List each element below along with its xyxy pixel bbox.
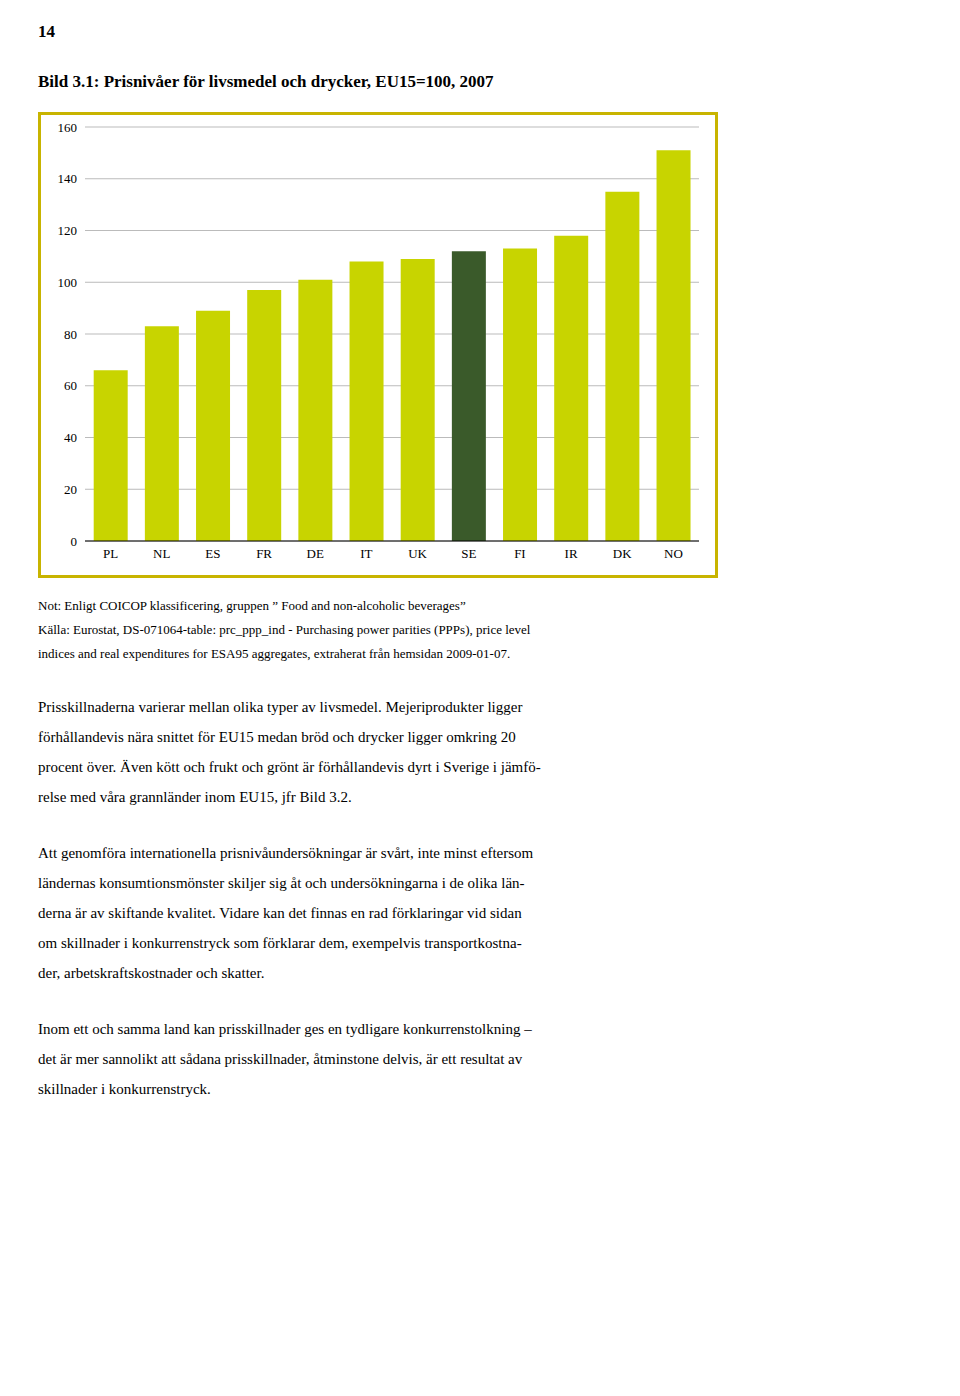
svg-text:FI: FI [514, 546, 526, 561]
html-text:Att genomföra internationella: Att genomföra internationella prisnivåun… [38, 845, 534, 861]
html-text:Bild 3.1: Prisnivåer för livsm: Bild 3.1: Prisnivåer för livsmedel och d… [38, 72, 494, 91]
svg-text:DK: DK [613, 546, 632, 561]
html-text:ländernas konsumtionsmönster s: ländernas konsumtionsmönster skiljer sig… [38, 875, 525, 891]
svg-text:120: 120 [58, 223, 78, 238]
html-text:indices and real expenditures: indices and real expenditures for ESA95 … [38, 646, 511, 661]
svg-text:SE: SE [461, 546, 476, 561]
svg-text:ES: ES [205, 546, 220, 561]
svg-text:PL: PL [103, 546, 118, 561]
html-text:relse med våra grannländer ino: relse med våra grannländer inom EU15, jf… [38, 789, 352, 805]
html-text:det är mer sannolikt att sådan: det är mer sannolikt att sådana prisskil… [38, 1051, 523, 1067]
html-text:derna är av skiftande kvalitet: derna är av skiftande kvalitet. Vidare k… [38, 905, 522, 921]
html-text:Inom ett och samma land kan pr: Inom ett och samma land kan prisskillnad… [38, 1021, 532, 1037]
svg-text:IR: IR [565, 546, 578, 561]
svg-text:0: 0 [71, 534, 78, 549]
html-text:skillnader i konkurrenstryck.: skillnader i konkurrenstryck. [38, 1081, 211, 1097]
svg-text:NO: NO [664, 546, 683, 561]
svg-text:100: 100 [58, 275, 78, 290]
html-text:Källa: Eurostat, DS-071064-tab: Källa: Eurostat, DS-071064-table: prc_pp… [38, 622, 531, 637]
html-text:der, arbetskraftskostnader och: der, arbetskraftskostnader och skatter. [38, 965, 265, 981]
svg-text:FR: FR [256, 546, 272, 561]
html-text:förhållandevis nära snittet fö: förhållandevis nära snittet för EU15 med… [38, 729, 516, 745]
html-text:Prisskillnaderna varierar mell: Prisskillnaderna varierar mellan olika t… [38, 699, 523, 715]
svg-text:140: 140 [58, 171, 78, 186]
svg-text:NL: NL [153, 546, 170, 561]
html-text:Not: Enligt COICOP klassificer: Not: Enligt COICOP klassificering, grupp… [38, 598, 466, 613]
svg-text:20: 20 [64, 482, 77, 497]
svg-text:DE: DE [307, 546, 324, 561]
svg-text:80: 80 [64, 327, 77, 342]
html-text:procent över. Även kött och fr: procent över. Även kött och frukt och gr… [38, 759, 541, 775]
svg-text:160: 160 [58, 120, 78, 135]
svg-text:40: 40 [64, 430, 77, 445]
html-text:om skillnader i konkurrenstryc: om skillnader i konkurrenstryck som förk… [38, 935, 522, 951]
svg-text:IT: IT [360, 546, 372, 561]
svg-text:60: 60 [64, 378, 77, 393]
svg-text:UK: UK [408, 546, 427, 561]
html-text:14: 14 [38, 22, 55, 41]
